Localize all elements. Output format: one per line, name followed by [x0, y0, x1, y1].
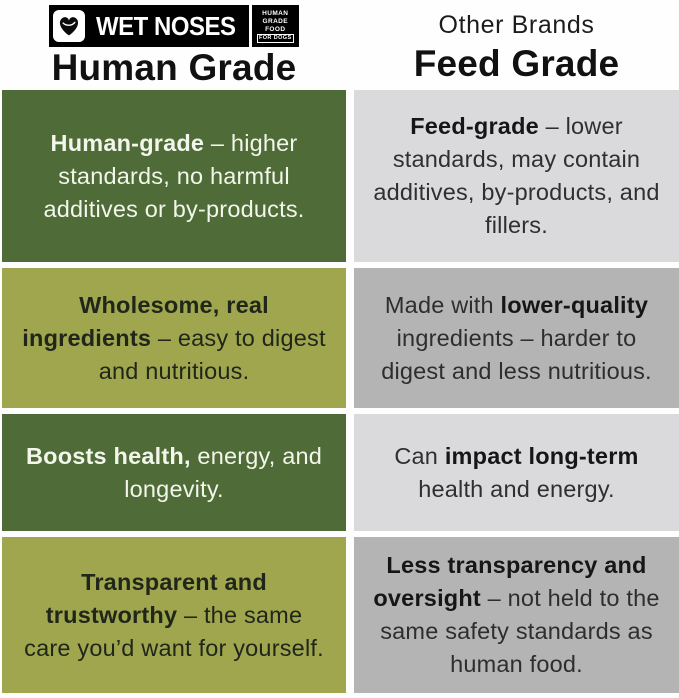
cell-text: Wholesome, real ingredients – easy to di… [22, 291, 326, 384]
cell-impact-health: Can impact long-term health and energy. [354, 414, 679, 531]
logo-tagline-line: FOR DOGS [256, 34, 294, 43]
cell-text: Boosts health, energy, and longevity. [25, 442, 323, 502]
cell-text: Human-grade – higher standards, no harmf… [43, 129, 305, 222]
dog-nose-heart-icon [53, 10, 86, 42]
cell-text: Transparent and trustworthy – the same c… [24, 568, 324, 661]
cell-text: Made with lower-quality ingredients – ha… [381, 291, 652, 384]
cell-human-grade-standards: Human-grade – higher standards, no harmf… [2, 90, 346, 262]
cell-less-transparency: Less transparency and oversight – not he… [354, 537, 679, 693]
human-grade-title: Human Grade [51, 47, 297, 88]
cell-text: Less transparency and oversight – not he… [373, 552, 660, 677]
cell-wholesome-ingredients: Wholesome, real ingredients – easy to di… [2, 268, 346, 408]
comparison-grid: Human-grade – higher standards, no harmf… [0, 90, 679, 693]
logo-tagline-line: HUMAN [262, 10, 289, 17]
left-column-header: WET NOSES HUMAN GRADE FOOD FOR DOGS Huma… [2, 0, 346, 90]
logo-tagline-line: GRADE [262, 18, 288, 25]
logo-tagline-box: HUMAN GRADE FOOD FOR DOGS [251, 5, 299, 47]
header: WET NOSES HUMAN GRADE FOOD FOR DOGS Huma… [0, 0, 679, 90]
right-column-header: Other Brands Feed Grade [354, 0, 679, 90]
cell-transparent-trustworthy: Transparent and trustworthy – the same c… [2, 537, 346, 693]
cell-feed-grade-standards: Feed-grade – lower standards, may contai… [354, 90, 679, 262]
cell-text: Feed-grade – lower standards, may contai… [373, 113, 660, 238]
other-brands-subtitle: Other Brands [438, 11, 595, 39]
logo-brand-text: WET NOSES [96, 10, 237, 41]
cell-lower-quality-ingredients: Made with lower-quality ingredients – ha… [354, 268, 679, 408]
logo-main-box: WET NOSES [49, 5, 249, 47]
cell-boosts-health: Boosts health, energy, and longevity. [2, 414, 346, 531]
cell-text: Can impact long-term health and energy. [394, 442, 639, 502]
feed-grade-title: Feed Grade [413, 43, 620, 84]
logo-tagline-line: FOOD [265, 26, 286, 33]
wet-noses-logo: WET NOSES HUMAN GRADE FOOD FOR DOGS [49, 5, 299, 47]
